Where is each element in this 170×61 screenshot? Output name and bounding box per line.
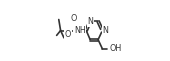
Text: N: N [87, 17, 93, 26]
Text: NH: NH [74, 26, 86, 35]
Text: N: N [103, 26, 108, 35]
Text: O: O [71, 14, 77, 23]
Text: O: O [64, 30, 71, 39]
Text: OH: OH [109, 44, 121, 53]
